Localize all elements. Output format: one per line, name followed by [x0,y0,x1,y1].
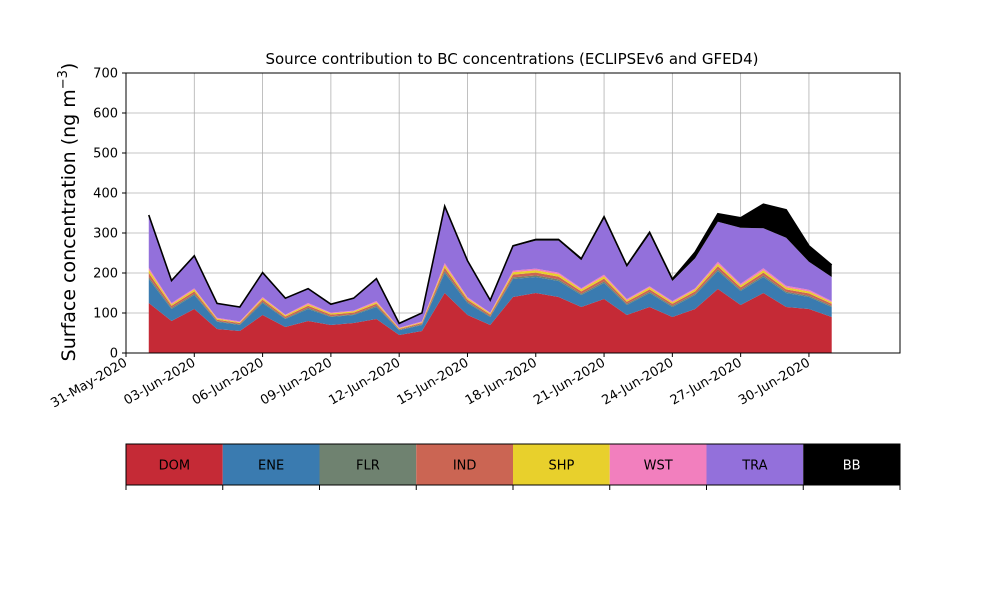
legend-swatch-tra [706,444,804,485]
x-tick-label: 31-May-2020 [48,355,130,411]
series-area-bb [148,204,832,324]
x-tick-label: 15-Jun-2020 [395,355,472,408]
legend-label-flr: FLR [356,459,380,474]
y-tick-label: 0 [110,347,118,362]
y-tick-label: 400 [93,187,118,202]
total-line [148,203,833,325]
x-tick-label: 09-Jun-2020 [258,355,335,408]
legend-swatch-wst [609,444,707,485]
y-tick-label: 100 [93,307,118,322]
series-area-dom [148,289,832,353]
y-tick-label: 200 [93,267,118,282]
series-area-wst [148,261,832,329]
legend-swatch-flr [319,444,417,485]
y-axis-label-main: Surface concentration (ng m [58,89,80,361]
legend-swatch-ind [416,444,513,485]
legend-colorbar: DOM ENE FLR IND SHP WST TRA BB [125,443,901,490]
stacked-areas [148,203,833,353]
y-tick-label: 500 [93,147,118,162]
x-tick-label: 24-Jun-2020 [600,355,677,408]
legend-swatch-ene [222,444,320,485]
x-tick-label: 27-Jun-2020 [668,355,745,408]
series-area-ene [148,271,832,335]
x-tick-label: 12-Jun-2020 [326,355,403,408]
legend-swatch-bb [803,444,900,485]
y-axis-label-suffix: ) [58,63,80,70]
series-area-flr [148,269,832,331]
legend-swatch-dom [126,444,223,485]
plot-frame [125,72,901,354]
legend-label-dom: DOM [159,459,190,474]
y-tick-label: 700 [93,67,118,82]
legend-swatch-shp [513,444,610,485]
y-axis-label: Surface concentration (ng m−3) [56,63,80,362]
x-tick-label: 06-Jun-2020 [190,355,267,408]
series-area-tra [148,207,832,328]
y-tick-label: 300 [93,227,118,242]
legend-label-shp: SHP [548,459,574,474]
x-tick-label: 03-Jun-2020 [121,355,198,408]
series-area-shp [148,263,832,329]
x-tick-label: 30-Jun-2020 [736,355,813,408]
legend-label-ene: ENE [258,459,284,474]
y-axis-label-exponent: −3 [56,70,71,89]
x-tick-label: 21-Jun-2020 [531,355,608,408]
legend-label-tra: TRA [741,459,767,474]
legend-label-bb: BB [843,459,861,474]
legend-label-wst: WST [644,459,673,474]
x-tick-label: 18-Jun-2020 [463,355,540,408]
chart-title: Source contribution to BC concentrations… [265,50,758,68]
legend-label-ind: IND [453,459,477,474]
y-tick-label: 600 [93,107,118,122]
